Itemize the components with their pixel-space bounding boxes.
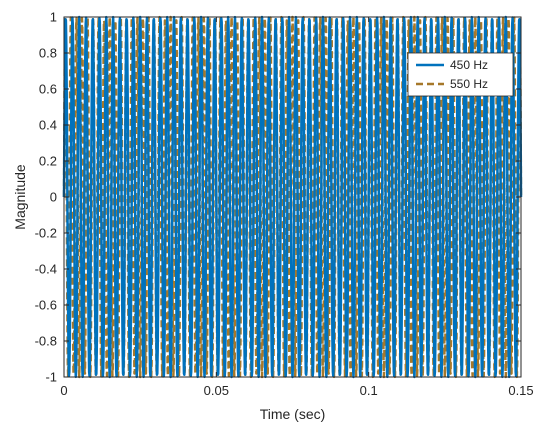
y-tick-label: 1 — [50, 10, 57, 25]
legend-label-450hz: 450 Hz — [450, 58, 488, 72]
y-tick-label: 0.4 — [39, 118, 57, 133]
x-tick-label: 0 — [60, 383, 67, 398]
x-axis-label: Time (sec) — [260, 406, 326, 422]
axis-ticks: -1 -0.8 -0.6 -0.4 -0.2 0 0.2 0.4 0.6 0.8 1 0 0.05 0.1… — [35, 10, 534, 399]
y-tick-label: 0.2 — [39, 154, 57, 169]
y-tick-label: -0.8 — [35, 334, 57, 349]
y-tick-label: -0.6 — [35, 298, 57, 313]
y-axis-label: Magnitude — [12, 164, 28, 230]
y-tick-label: -0.2 — [35, 226, 57, 241]
y-tick-label: -1 — [45, 370, 57, 385]
y-tick-label: 0 — [50, 190, 57, 205]
legend: 450 Hz 550 Hz — [407, 52, 514, 97]
y-tick-label: -0.4 — [35, 262, 57, 277]
y-tick-label: 0.8 — [39, 46, 57, 61]
x-tick-label: 0.15 — [508, 383, 533, 398]
y-tick-label: 0.6 — [39, 82, 57, 97]
x-tick-label: 0.05 — [204, 383, 229, 398]
legend-label-550hz: 550 Hz — [450, 77, 488, 91]
x-tick-label: 0.1 — [360, 383, 378, 398]
legend-box — [407, 52, 514, 97]
